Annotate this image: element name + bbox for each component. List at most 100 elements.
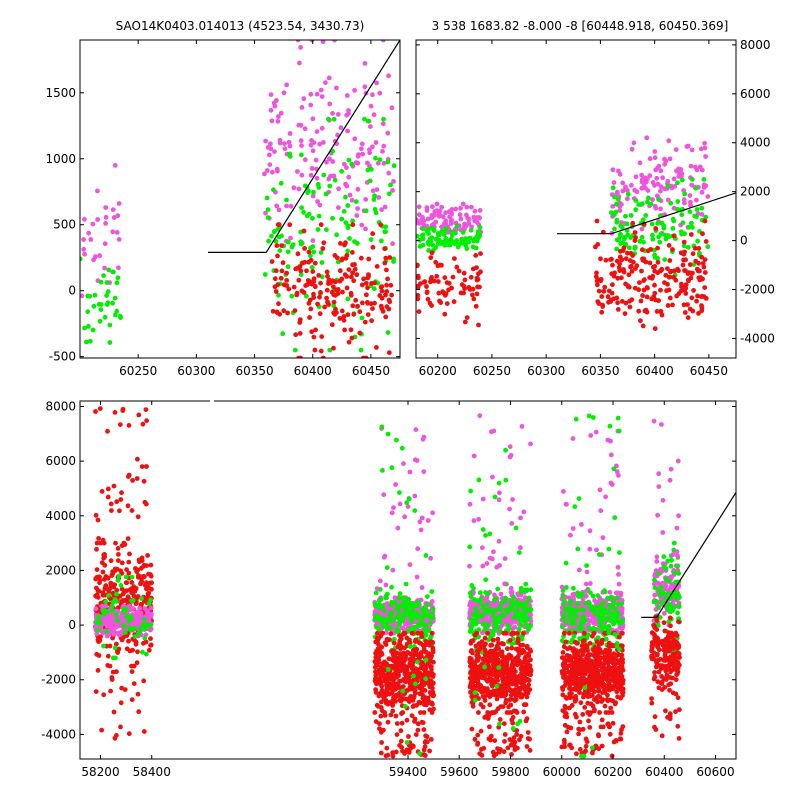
point-red xyxy=(523,691,528,697)
point-red xyxy=(375,641,381,647)
point-red xyxy=(513,708,519,714)
point-green xyxy=(326,116,331,122)
point-magenta xyxy=(688,163,694,169)
point-red xyxy=(388,677,394,682)
point-red xyxy=(108,558,114,564)
point-red xyxy=(270,308,276,314)
point-magenta xyxy=(287,143,293,149)
point-red xyxy=(524,660,529,666)
point-green xyxy=(514,609,520,614)
point-green xyxy=(319,260,325,265)
point-green xyxy=(304,293,309,299)
point-red xyxy=(501,658,507,664)
point-magenta xyxy=(298,45,303,50)
point-green xyxy=(385,591,390,597)
point-green xyxy=(441,232,447,238)
point-green xyxy=(614,219,620,225)
point-green xyxy=(582,618,588,623)
point-magenta xyxy=(132,621,138,627)
point-green xyxy=(563,605,568,610)
point-red xyxy=(416,284,421,290)
point-red xyxy=(390,708,396,714)
point-red xyxy=(299,288,305,294)
point-green xyxy=(118,583,124,588)
point-red xyxy=(415,671,420,677)
point-red xyxy=(429,303,434,308)
point-green xyxy=(397,595,402,601)
point-green xyxy=(598,623,604,629)
point-red xyxy=(476,322,481,328)
point-magenta xyxy=(667,156,673,162)
point-green xyxy=(655,256,660,261)
point-red xyxy=(378,303,384,309)
point-magenta xyxy=(114,230,120,235)
point-green xyxy=(287,151,293,157)
point-red xyxy=(414,650,419,656)
point-red xyxy=(384,688,390,693)
point-red xyxy=(376,704,381,709)
point-magenta xyxy=(639,185,645,191)
point-green xyxy=(682,191,688,197)
point-red xyxy=(390,703,395,708)
point-magenta xyxy=(90,221,96,227)
point-green xyxy=(474,238,480,244)
point-green xyxy=(568,598,574,604)
point-red xyxy=(495,669,501,675)
point-magenta xyxy=(113,625,119,630)
point-red xyxy=(94,567,100,572)
point-red xyxy=(114,587,120,593)
point-red xyxy=(318,348,324,354)
point-magenta xyxy=(144,608,150,613)
point-green xyxy=(86,324,91,329)
point-magenta xyxy=(308,102,314,108)
point-red xyxy=(141,640,146,646)
point-red xyxy=(485,678,490,684)
point-red xyxy=(682,310,688,315)
point-green xyxy=(448,237,454,242)
point-red xyxy=(136,557,142,563)
y-tick-label: 6000 xyxy=(740,87,771,101)
point-green xyxy=(509,605,515,611)
point-green xyxy=(526,627,531,632)
point-green xyxy=(276,292,281,298)
point-magenta xyxy=(117,632,122,638)
point-red xyxy=(508,696,514,702)
point-green xyxy=(563,619,569,625)
x-tick-label: 60250 xyxy=(119,364,157,378)
point-magenta xyxy=(613,590,619,596)
point-green xyxy=(403,581,409,587)
point-red xyxy=(403,657,408,662)
point-green xyxy=(560,594,566,599)
point-green xyxy=(308,245,313,251)
point-magenta xyxy=(284,203,289,209)
point-green xyxy=(455,244,461,250)
point-red xyxy=(389,292,394,298)
point-green xyxy=(433,236,439,242)
point-red xyxy=(590,633,595,639)
point-red xyxy=(513,674,519,680)
point-red xyxy=(643,307,649,313)
point-red xyxy=(430,681,435,687)
point-red xyxy=(482,652,488,658)
point-magenta xyxy=(343,181,348,187)
point-red xyxy=(700,231,705,237)
y-tick-label: 1000 xyxy=(45,152,76,166)
point-red xyxy=(395,685,401,691)
point-red xyxy=(279,243,284,249)
point-green xyxy=(589,606,594,612)
point-green xyxy=(403,612,409,618)
point-magenta xyxy=(319,125,325,131)
point-magenta xyxy=(672,184,678,189)
point-green xyxy=(476,627,482,633)
point-magenta xyxy=(510,626,515,632)
point-red xyxy=(689,295,695,301)
point-magenta xyxy=(314,129,320,135)
point-red xyxy=(132,637,137,643)
point-magenta xyxy=(362,84,368,90)
point-red xyxy=(471,296,477,302)
point-green xyxy=(453,230,458,236)
point-red xyxy=(509,663,515,668)
point-red xyxy=(528,657,533,663)
point-magenta xyxy=(344,93,350,98)
point-magenta xyxy=(284,82,290,88)
